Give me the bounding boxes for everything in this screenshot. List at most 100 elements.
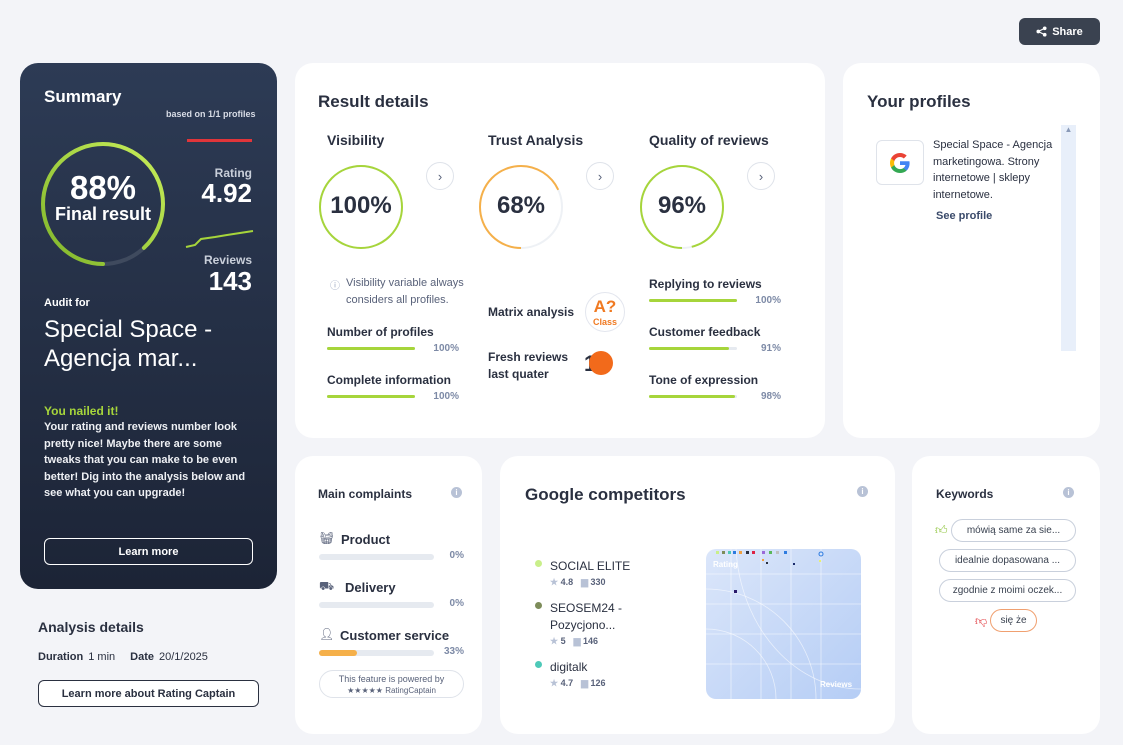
map-point — [752, 551, 755, 554]
map-point — [769, 551, 772, 554]
analysis-details-title: Analysis details — [38, 619, 144, 635]
your-profiles-card: Your profiles Special Space - Agencja ma… — [843, 63, 1100, 438]
keyword-positive[interactable]: idealnie dopasowana ... — [939, 549, 1076, 572]
complaint-bar-fill — [319, 650, 357, 656]
metric-pct: 91% — [760, 343, 781, 354]
info-icon: ⓘ — [330, 281, 340, 292]
competitor-meta: ★ 5 ▆ 146 — [550, 636, 598, 647]
complaint-pct: 0% — [449, 550, 464, 561]
profile-name: Special Space - Agencja marketingowa. St… — [933, 139, 1053, 201]
powered-line1: This feature is powered by — [338, 674, 445, 684]
trust-gauge — [479, 165, 563, 249]
complaint-bar — [319, 602, 434, 608]
star-icon: ★ — [550, 636, 559, 646]
map-point — [746, 551, 749, 554]
matrix-class-badge: A? Class — [585, 292, 625, 332]
metric-bar-fill — [649, 395, 736, 398]
summary-card: Summary based on 1/1 profiles 88% Final … — [20, 63, 277, 589]
trust-gauge-arc — [479, 165, 563, 249]
fresh-reviews-indicator — [589, 351, 613, 375]
trust-title: Trust Analysis — [488, 132, 584, 148]
metric-bar — [649, 395, 737, 398]
keyword-positive[interactable]: mówią same za sie... — [951, 519, 1076, 542]
map-reviews-label: Reviews — [820, 680, 853, 689]
keyword-negative[interactable]: się że — [990, 609, 1037, 632]
comment-icon: ▆ — [573, 636, 581, 646]
rating-label: Rating — [214, 166, 252, 180]
map-point — [793, 563, 795, 565]
quality-pct: 96% — [657, 192, 707, 219]
quality-expand-button[interactable]: › — [747, 162, 775, 190]
map-point — [728, 551, 731, 554]
chevron-right-icon: › — [437, 168, 443, 184]
metric-bar — [649, 299, 737, 302]
metric-bar-fill — [327, 347, 415, 350]
map-point — [734, 590, 737, 593]
rating-divider — [187, 139, 252, 142]
metric-label: Complete information — [327, 373, 452, 387]
learn-more-button[interactable]: Learn more — [44, 538, 253, 565]
keywords-card: Keywords i 👍︎ mówią same za sie... ideal… — [912, 456, 1100, 734]
main-complaints-card: Main complaints i 🧺︎ Product 0% ⛟ Delive… — [295, 456, 482, 734]
learn-more-rating-captain-button[interactable]: Learn more about Rating Captain — [38, 680, 259, 707]
info-icon[interactable]: i — [451, 487, 462, 498]
date-label: Date — [130, 651, 154, 663]
map-point — [739, 551, 742, 554]
competitor-color-dot — [535, 560, 542, 567]
keywords-title: Keywords — [936, 487, 994, 501]
metric-pct: 100% — [433, 391, 459, 402]
quality-title: Quality of reviews — [649, 132, 769, 148]
visibility-gauge-arc — [319, 165, 403, 249]
complaint-bar — [319, 650, 434, 656]
visibility-note: Visibility variable always considers all… — [346, 277, 464, 306]
audit-name: Special Space - Agencja mar... — [44, 316, 213, 372]
competitor-rating: 5 — [560, 636, 566, 646]
metric-bar — [649, 347, 737, 350]
competitor-rating: 4.7 — [560, 678, 574, 688]
complaint-label: Customer service — [340, 628, 450, 643]
keyword-positive[interactable]: zgodnie z moimi oczek... — [939, 579, 1076, 602]
comment-icon: ▆ — [581, 577, 589, 587]
complaint-label: Delivery — [345, 580, 396, 595]
metric-label: Customer feedback — [649, 325, 761, 339]
chevron-right-icon: › — [758, 168, 764, 184]
analysis-meta: Duration 1 min Date 20/1/2025 — [38, 651, 208, 663]
share-button[interactable]: Share — [1019, 18, 1100, 45]
metric-bar — [327, 347, 415, 350]
competitor-map-points — [716, 551, 824, 593]
info-icon[interactable]: i — [857, 486, 868, 497]
matrix-grade: A? — [593, 297, 617, 316]
powered-by-badge[interactable]: This feature is powered by ★★★★★ RatingC… — [319, 670, 464, 698]
main-complaints-title: Main complaints — [318, 487, 413, 501]
info-icon[interactable]: i — [1063, 487, 1074, 498]
reviews-trend-sparkline — [185, 230, 254, 248]
comment-icon: ▆ — [581, 678, 589, 688]
quality-gauge-arc — [640, 165, 724, 249]
trust-expand-button[interactable]: › — [586, 162, 614, 190]
competitor-map-grid: Rating Reviews — [706, 549, 861, 699]
share-icon — [1036, 26, 1047, 37]
thumbs-down-icon: 👎︎ — [975, 614, 988, 628]
visibility-expand-button[interactable]: › — [426, 162, 454, 190]
visibility-title: Visibility — [327, 132, 385, 148]
competitor-map-chart[interactable]: Rating Reviews — [706, 549, 861, 699]
nailed-title: You nailed it! — [44, 404, 119, 418]
complaint-pct: 33% — [443, 646, 464, 657]
see-profile-link[interactable]: See profile — [936, 210, 993, 222]
metric-label: Replying to reviews — [649, 277, 762, 291]
map-point — [766, 562, 768, 564]
result-details-title: Result details — [318, 92, 429, 111]
complaint-pct: 0% — [449, 598, 464, 609]
share-label: Share — [1052, 25, 1083, 38]
summary-title: Summary — [44, 87, 122, 106]
profiles-scrollbar[interactable] — [1061, 125, 1076, 351]
metric-bar-fill — [649, 299, 737, 302]
nailed-text: Your rating and reviews number look pret… — [44, 421, 246, 499]
competitor-color-dot — [535, 661, 542, 668]
matrix-class: Class — [592, 317, 618, 327]
google-competitors-card: Google competitors i SOCIAL ELITE ★ 4.8 … — [500, 456, 895, 734]
scroll-up-icon[interactable]: ▲ — [1064, 125, 1073, 134]
competitor-name: SEOSEM24 - Pozycjono... — [550, 601, 623, 632]
competitor-meta: ★ 4.8 ▆ 330 — [550, 577, 606, 588]
competitor-rating: 4.8 — [560, 577, 574, 587]
